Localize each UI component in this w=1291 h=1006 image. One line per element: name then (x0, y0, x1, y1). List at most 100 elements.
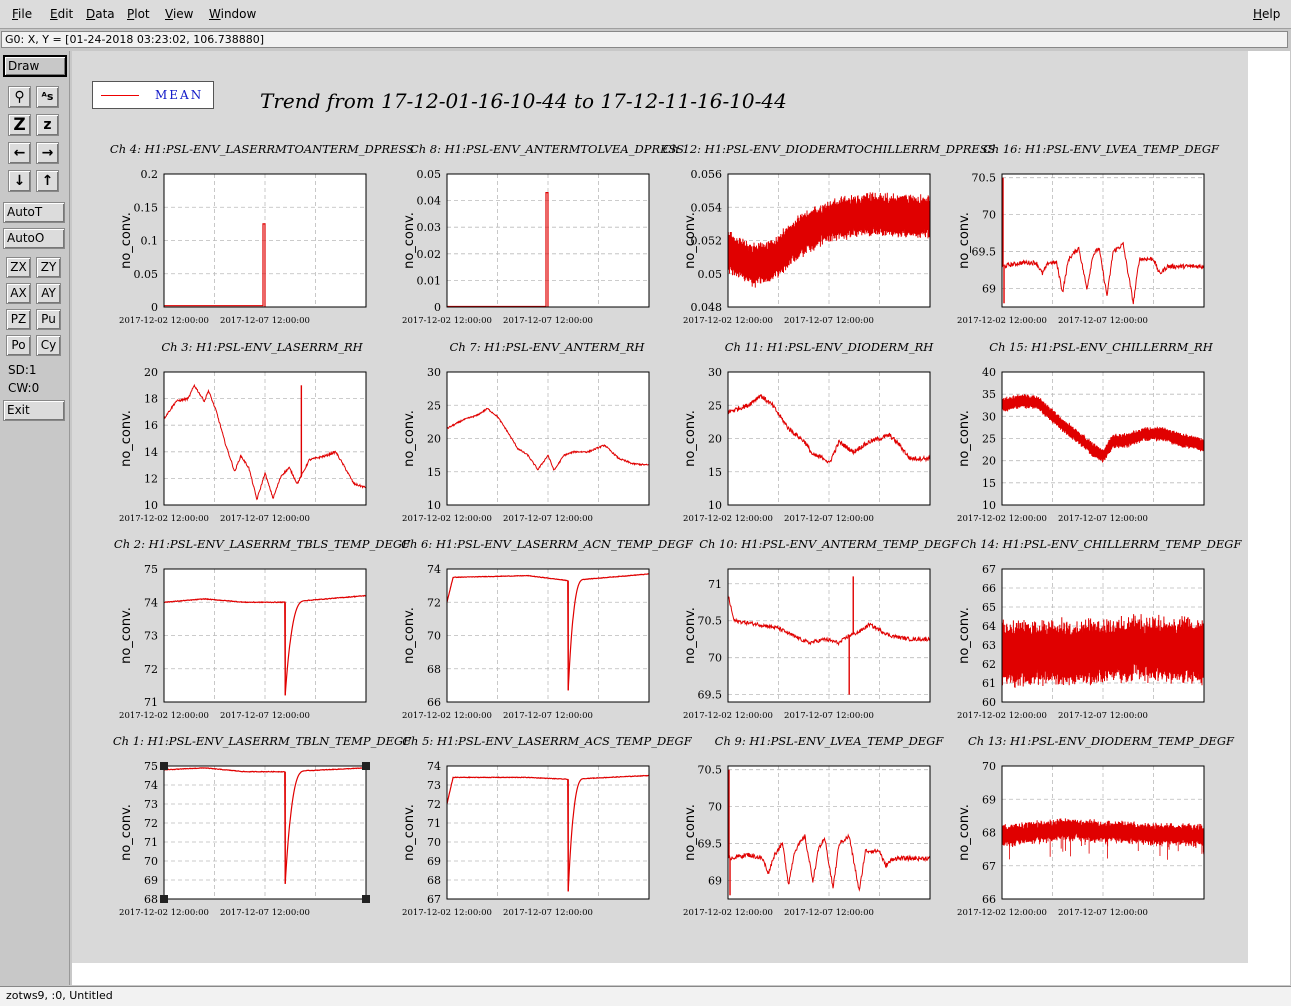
x-tick-label: 2017-12-02 12:00:00 (119, 711, 209, 721)
zoom-z-out-icon: z (43, 117, 52, 133)
series-mean (1002, 818, 1204, 860)
legend-label: MEAN (155, 88, 204, 102)
x-tick-label: 2017-12-02 12:00:00 (683, 711, 773, 721)
x-tick-label: 2017-12-07 12:00:00 (220, 908, 310, 918)
chart-panel-9: Ch 2: H1:PSL-ENV_LASERRM_TBLS_TEMP_DEGF 7… (114, 537, 411, 721)
series-mean (728, 394, 930, 464)
y-axis-label: no_conv. (683, 410, 698, 467)
y-tick-label: 68 (982, 827, 996, 840)
menu-view[interactable]: View (165, 7, 194, 21)
y-tick-label: 71 (427, 817, 441, 830)
chart-panel-4: Ch 16: H1:PSL-ENV_LVEA_TEMP_DEGF 69 69.5 70… (957, 142, 1220, 326)
chart-frame (1001, 173, 1205, 308)
y-tick-label: 0.03 (417, 221, 442, 234)
y-tick-label: 64 (982, 620, 996, 633)
x-tick-label: 2017-12-07 12:00:00 (784, 316, 874, 326)
ay-button[interactable]: AY (36, 283, 61, 304)
y-tick-label: 0.048 (691, 301, 723, 314)
y-tick-label: 70 (982, 760, 996, 773)
plot-area: MEAN Trend from 17-12-01-16-10-44 to 17-… (72, 51, 1248, 963)
y-tick-label: 68 (144, 893, 158, 906)
chart-frame (727, 568, 931, 703)
y-tick-label: 0.02 (417, 248, 442, 261)
selection-handle (362, 895, 370, 903)
menu-data[interactable]: Data (86, 7, 115, 21)
bottom-status: zotws9, :0, Untitled (0, 986, 1291, 1006)
y-tick-label: 69 (708, 875, 722, 888)
plot-canvas[interactable]: MEAN Trend from 17-12-01-16-10-44 to 17-… (72, 51, 1290, 985)
menu-window[interactable]: Window (209, 7, 257, 21)
chart-title: Ch 6: H1:PSL-ENV_LASERRM_ACN_TEMP_DEGF (401, 537, 694, 551)
y-axis-label: no_conv. (119, 804, 134, 861)
pz-button[interactable]: PZ (6, 309, 31, 330)
series-mean (447, 573, 649, 691)
y-tick-label: 0.05 (698, 268, 723, 281)
menu-edit[interactable]: Edit (50, 7, 74, 21)
pan-down-button[interactable]: ↓ (8, 170, 31, 192)
zy-button[interactable]: ZY (36, 257, 61, 278)
chart-title: Ch 9: H1:PSL-ENV_LVEA_TEMP_DEGF (715, 734, 945, 748)
y-axis-label: no_conv. (683, 804, 698, 861)
x-tick-label: 2017-12-07 12:00:00 (503, 316, 593, 326)
y-tick-label: 30 (982, 410, 996, 423)
menu-help[interactable]: Help (1253, 7, 1281, 21)
zoom-z-in-button[interactable]: Z (8, 114, 31, 136)
po-button[interactable]: Po (6, 335, 31, 356)
chart-panel-1: Ch 4: H1:PSL-ENV_LASERRMTOANTERM_DPRESS 0… (110, 142, 414, 326)
pan-left-button[interactable]: ← (8, 142, 31, 164)
y-axis-label: no_conv. (402, 212, 417, 269)
menu-plot[interactable]: Plot (127, 7, 150, 21)
series-mean (164, 767, 366, 884)
y-tick-label: 12 (144, 472, 158, 485)
cy-button[interactable]: Cy (36, 335, 61, 356)
x-tick-label: 2017-12-02 12:00:00 (119, 908, 209, 918)
series-mean (447, 407, 649, 471)
ax-button[interactable]: AX (6, 283, 31, 304)
chart-frame (727, 765, 931, 900)
y-tick-label: 71 (708, 578, 722, 591)
chart-panel-10: Ch 6: H1:PSL-ENV_LASERRM_ACN_TEMP_DEGF 66… (401, 537, 694, 721)
pu-button[interactable]: Pu (36, 309, 61, 330)
y-tick-label: 63 (982, 639, 996, 652)
y-tick-label: 72 (427, 798, 441, 811)
series-mean (728, 192, 930, 288)
x-tick-label: 2017-12-07 12:00:00 (1058, 514, 1148, 524)
y-tick-label: 67 (982, 860, 996, 873)
menu-file[interactable]: File (12, 7, 33, 21)
y-tick-label: 70.5 (698, 764, 723, 777)
text-button[interactable]: ᴬs (36, 86, 59, 108)
zx-button[interactable]: ZX (6, 257, 31, 278)
y-axis-label: no_conv. (119, 410, 134, 467)
y-tick-label: 67 (982, 563, 996, 576)
y-tick-label: 73 (144, 630, 158, 643)
y-tick-label: 74 (144, 779, 158, 792)
autoo-button[interactable]: AutoO (3, 228, 65, 249)
exit-button[interactable]: Exit (3, 400, 65, 421)
x-tick-label: 2017-12-02 12:00:00 (119, 514, 209, 524)
series-mean (728, 576, 930, 695)
y-tick-label: 0.1 (141, 235, 159, 248)
autot-button[interactable]: AutoT (3, 202, 65, 223)
text-icon: ᴬs (41, 90, 54, 103)
chart-frame (163, 765, 367, 900)
x-tick-label: 2017-12-07 12:00:00 (784, 908, 874, 918)
y-tick-label: 60 (982, 696, 996, 709)
zoom-button[interactable]: ⚲ (8, 86, 31, 108)
series-mean (164, 594, 366, 696)
y-tick-label: 10 (708, 499, 722, 512)
pan-up-button[interactable]: ↑ (36, 170, 59, 192)
pan-right-button[interactable]: → (36, 142, 59, 164)
y-tick-label: 72 (144, 817, 158, 830)
y-tick-label: 74 (144, 596, 158, 609)
selection-handle (160, 895, 168, 903)
series-mean (447, 192, 549, 307)
zoom-z-out-button[interactable]: z (36, 114, 59, 136)
chart-title: Ch 7: H1:PSL-ENV_ANTERM_RH (450, 340, 646, 354)
draw-button[interactable]: Draw (3, 55, 67, 77)
y-tick-label: 15 (708, 466, 722, 479)
series-mean (1002, 177, 1204, 305)
chart-title: Ch 4: H1:PSL-ENV_LASERRMTOANTERM_DPRESS (110, 142, 414, 156)
x-tick-label: 2017-12-07 12:00:00 (503, 514, 593, 524)
series-mean (447, 774, 649, 892)
toolbar: Draw ⚲ ᴬs Z z ← → ↓ ↑ AutoT AutoO ZX ZY … (0, 51, 70, 985)
